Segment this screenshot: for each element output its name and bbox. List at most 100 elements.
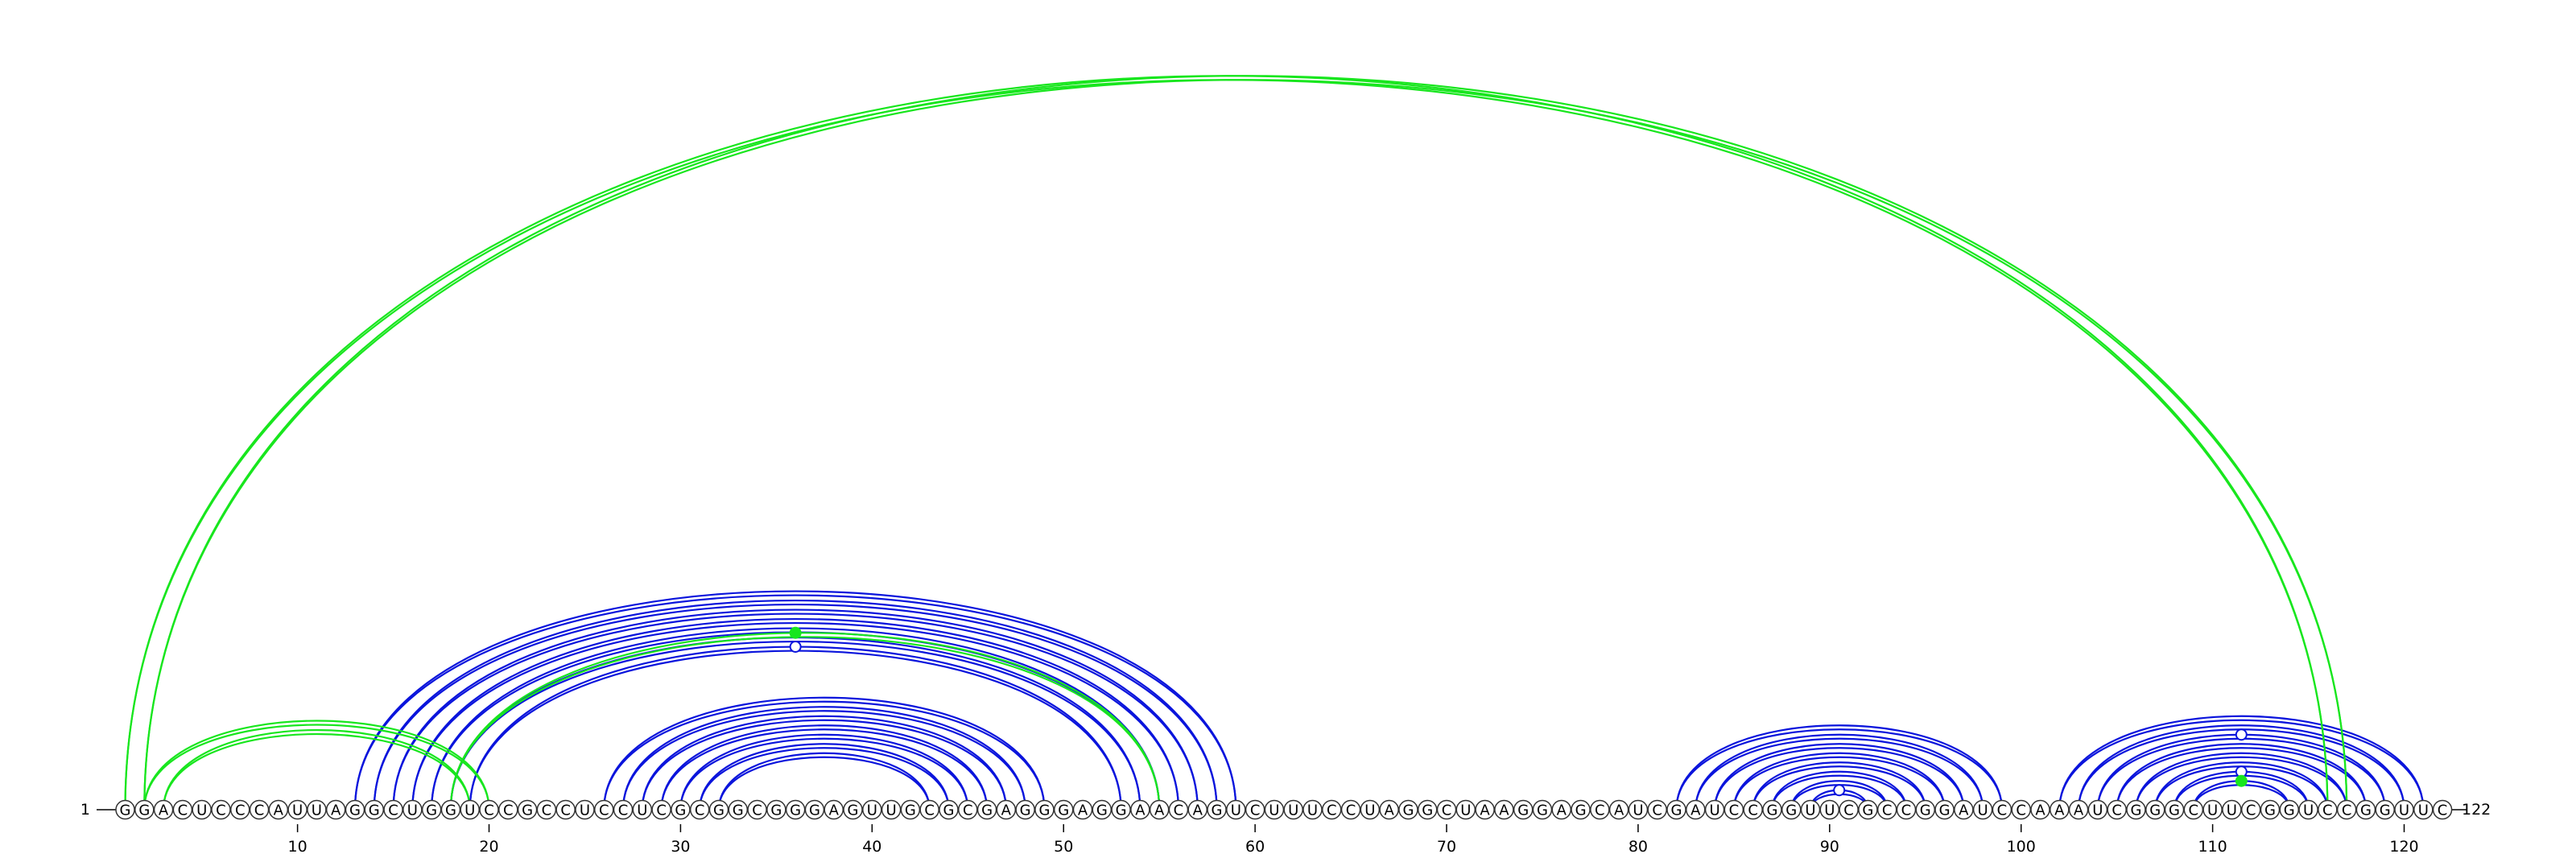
nucleotide-circle (2068, 799, 2089, 820)
nucleotide-letter: C (503, 802, 514, 819)
nucleotide-circle (536, 799, 557, 820)
nucleotide-circle (671, 799, 691, 820)
nucleotide: A (1072, 799, 1093, 820)
nucleotide-letter: C (1327, 802, 1337, 819)
nucleotide-letter: C (752, 802, 762, 819)
nucleotide-circle (1647, 799, 1667, 820)
nucleotide-letter: G (349, 802, 361, 819)
nucleotide: C (1340, 799, 1361, 820)
nucleotide: C (1590, 799, 1610, 820)
nucleotide-letter: C (254, 802, 265, 819)
nucleotide: G (1207, 799, 1227, 820)
nucleotide-circle (1972, 799, 1993, 820)
loop-markers-layer (789, 626, 2248, 797)
nucleotide-letter: A (1001, 802, 1012, 819)
nucleotide: G (2164, 799, 2185, 820)
nucleotide-circle (421, 799, 442, 820)
nucleotide: G (1571, 799, 1591, 820)
nucleotide-circle (747, 799, 767, 820)
base-pair-arc-blue (621, 710, 1026, 811)
base-pair-arc-blue (1732, 756, 1946, 811)
nucleotide: C (555, 799, 576, 820)
nucleotide-letter: A (2074, 802, 2084, 819)
tick-label: 10 (288, 838, 308, 856)
nucleotide-letter: U (2227, 802, 2237, 819)
nucleotide: G (1034, 799, 1055, 820)
tick-label: 120 (2389, 838, 2418, 856)
nucleotide: U (2222, 799, 2242, 820)
tick-label: 90 (1820, 838, 1839, 856)
nucleotide: C (2318, 799, 2338, 820)
nucleotide-letter: A (1154, 802, 1165, 819)
base-pair-arc-blue-outer (1675, 724, 2004, 811)
position-axis: 10 20 30 40 50 60 70 80 90 100 110 120 (288, 824, 2419, 856)
nucleotide: G (2355, 799, 2376, 820)
nucleotide-letter: G (1920, 802, 1931, 819)
nucleotide-circle (1111, 799, 1131, 820)
nucleotide: C (249, 799, 270, 820)
nucleotide: U (1628, 799, 1649, 820)
base-pair-arc-blue (2135, 756, 2348, 811)
base-pair-arc-blue-outer (621, 706, 1026, 811)
nucleotide-letter: G (1402, 802, 1414, 819)
nucleotide-letter: U (1307, 802, 1318, 819)
base-pair-arc-blue-outer (431, 627, 1161, 811)
base-pair-arc-blue-outer (1771, 770, 1908, 811)
nucleotide-letter: A (159, 802, 169, 819)
nucleotide-letter: C (924, 802, 935, 819)
nucleotide-circle (1800, 799, 1821, 820)
tick-label: 60 (1245, 838, 1265, 856)
nucleotide-circle (2050, 799, 2070, 820)
nucleotide-letter: C (1901, 802, 1912, 819)
nucleotide: C (1876, 799, 1897, 820)
base-pair-arc-blue (2116, 747, 2368, 811)
nucleotide: G (1053, 799, 1074, 820)
nucleotide-letter: G (713, 802, 724, 819)
nucleotide-circle (900, 799, 921, 820)
nucleotide: C (2432, 799, 2453, 820)
loop-marker (1833, 784, 1846, 797)
nucleotide: G (708, 799, 729, 820)
nucleotide-letter: G (138, 802, 150, 819)
nucleotide-circle (1207, 799, 1227, 820)
base-pair-arc-blue-outer (1790, 780, 1889, 811)
nucleotide-letter: C (1748, 802, 1758, 819)
nucleotide-letter: C (2246, 802, 2256, 819)
nucleotide-letter: U (637, 802, 647, 819)
nucleotide: U (1360, 799, 1381, 820)
nucleotide-circle (708, 799, 729, 820)
nucleotide-circle (1340, 799, 1361, 820)
nucleotide: C (613, 799, 634, 820)
nucleotide-circle (1781, 799, 1802, 820)
nucleotide-letter: G (2264, 802, 2276, 819)
nucleotide-circle (1571, 799, 1591, 820)
nucleotide-letter: C (2438, 802, 2448, 819)
nucleotide-circle (939, 799, 959, 820)
nucleotide: G (345, 799, 365, 820)
nucleotide-letter: C (695, 802, 705, 819)
nucleotide: G (134, 799, 155, 820)
nucleotide-circle (1322, 799, 1342, 820)
nucleotide-circle (2355, 799, 2376, 820)
nucleotide-circle (1226, 799, 1246, 820)
loop-marker (2235, 728, 2248, 741)
nucleotide-circle (479, 799, 499, 820)
nucleotide-letter: C (2189, 802, 2199, 819)
nucleotide-letter: U (2207, 802, 2218, 819)
nucleotide: G (2260, 799, 2281, 820)
tick-label: 50 (1054, 838, 1073, 856)
nucleotide: U (1972, 799, 1993, 820)
nucleotide-circle (1455, 799, 1476, 820)
nucleotide-circle (1666, 799, 1686, 820)
nucleotide-circle (229, 799, 250, 820)
nucleotide-circle (976, 799, 997, 820)
base-pair-arc-green (162, 732, 471, 811)
nucleotide-circle (2222, 799, 2242, 820)
nucleotide-letter: G (1096, 802, 1108, 819)
nucleotide-letter: U (1633, 802, 1643, 819)
base-pair-arc-blue (449, 640, 1141, 811)
base-pair-arc-blue-outer (353, 590, 1237, 811)
nucleotide-letter: G (675, 802, 686, 819)
nucleotide: U (1264, 799, 1285, 820)
